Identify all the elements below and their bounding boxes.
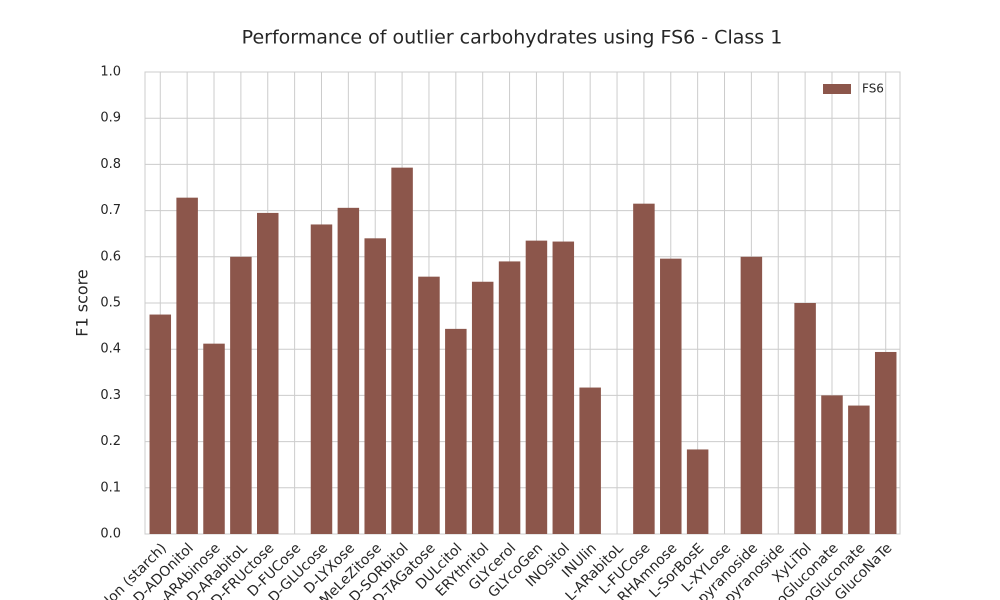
- y-tick-label: 0.9: [100, 111, 121, 126]
- bar: [686, 449, 709, 534]
- y-tick-label: 0.7: [100, 203, 121, 218]
- plot-frame: [144, 71, 901, 535]
- y-tick-label: 0.3: [100, 388, 121, 403]
- bar: [391, 167, 413, 534]
- bar: [579, 387, 601, 534]
- y-axis-label: F1 score: [73, 269, 92, 336]
- bar: [660, 258, 682, 534]
- bar: [821, 395, 843, 534]
- y-tick-label: 0.4: [100, 342, 121, 357]
- y-tick-label: 0.1: [100, 480, 121, 495]
- y-tick-label: 0.6: [100, 249, 121, 264]
- bar: [552, 241, 575, 534]
- bar: [203, 343, 225, 534]
- chart-title: Performance of outlier carbohydrates usi…: [242, 27, 783, 49]
- bar: [471, 281, 494, 534]
- bar: [176, 197, 198, 534]
- y-tick-label: 0.2: [100, 434, 121, 449]
- bar: [310, 224, 333, 534]
- legend-swatch: [823, 84, 851, 94]
- bar: [525, 240, 548, 534]
- bar: [149, 314, 172, 534]
- bar: [337, 207, 360, 534]
- y-tick-label: 0.0: [100, 527, 121, 542]
- bar: [874, 351, 897, 534]
- bar: [230, 256, 252, 534]
- legend-label: FS6: [862, 82, 884, 96]
- bar: [364, 238, 386, 534]
- bar: [794, 303, 816, 534]
- y-tick-label: 1.0: [100, 65, 121, 80]
- bar: [633, 203, 655, 535]
- bar: [740, 256, 763, 534]
- y-tick-label: 0.8: [100, 157, 121, 172]
- bar: [257, 212, 279, 534]
- bar: [418, 276, 440, 534]
- bar: [848, 405, 870, 534]
- bar: [445, 328, 467, 534]
- bar: [498, 261, 521, 534]
- y-tick-label: 0.5: [100, 296, 121, 311]
